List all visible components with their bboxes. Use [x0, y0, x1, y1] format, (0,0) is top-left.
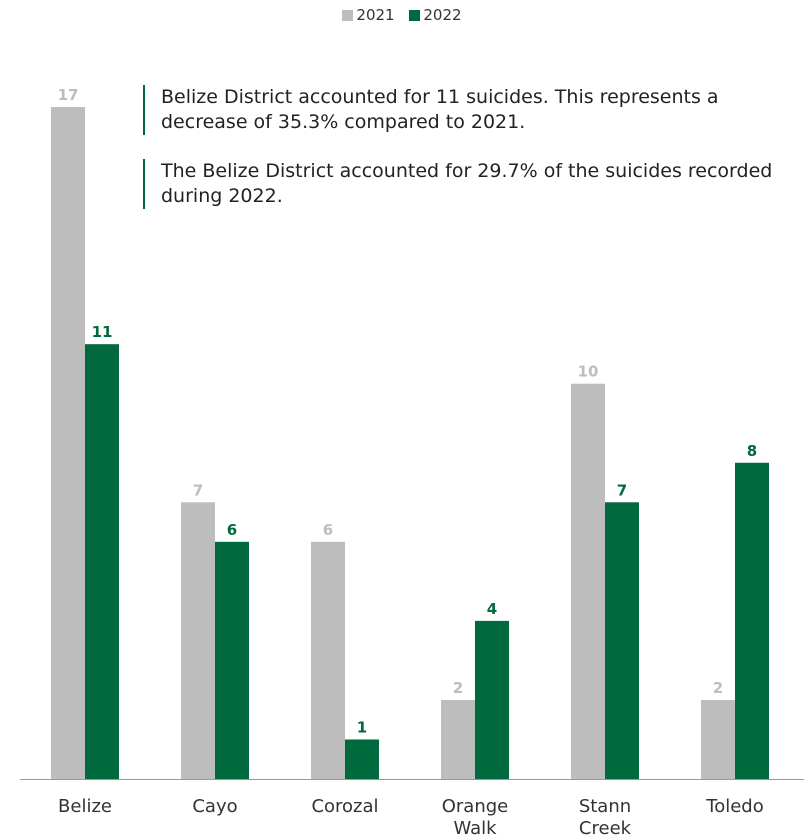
- bar-2022-1: [215, 541, 249, 779]
- annotation-note-2: The Belize District accounted for 29.7% …: [143, 159, 791, 209]
- data-label-2022-0: 11: [92, 323, 113, 341]
- legend-item-2022: 2022: [409, 6, 462, 24]
- data-label-2022-2: 1: [357, 718, 367, 736]
- bar-2021-5: [701, 699, 735, 779]
- bar-2022-2: [345, 739, 379, 779]
- bar-2022-3: [475, 620, 509, 779]
- data-label-2022-5: 8: [747, 442, 757, 460]
- bar-2022-4: [605, 502, 639, 779]
- category-label-0: Belize: [58, 796, 112, 817]
- bar-2021-4: [571, 383, 605, 779]
- category-label-3: Orange: [442, 796, 509, 817]
- annotation-note-1: Belize District accounted for 11 suicide…: [143, 85, 791, 135]
- legend-label-2022: 2022: [423, 6, 462, 24]
- bar-2021-3: [441, 699, 475, 779]
- data-label-2021-5: 2: [713, 679, 723, 697]
- data-label-2021-0: 17: [58, 86, 79, 104]
- category-label-4-line2: Creek: [579, 818, 632, 839]
- category-label-3-line2: Walk: [453, 818, 497, 839]
- bar-2021-2: [311, 541, 345, 779]
- data-label-2021-4: 10: [578, 363, 599, 381]
- chart-legend: 2021 2022: [0, 6, 804, 24]
- data-label-2022-4: 7: [617, 481, 627, 499]
- category-label-5: Toledo: [705, 796, 763, 817]
- data-label-2021-3: 2: [453, 679, 463, 697]
- bar-2022-5: [735, 462, 769, 779]
- data-label-2022-3: 4: [487, 600, 497, 618]
- legend-label-2021: 2021: [356, 6, 395, 24]
- data-label-2021-1: 7: [193, 481, 203, 499]
- bar-2022-0: [85, 344, 119, 779]
- bar-2021-0: [51, 107, 85, 779]
- legend-item-2021: 2021: [342, 6, 395, 24]
- category-label-4: Stann: [579, 796, 631, 817]
- data-label-2022-1: 6: [227, 521, 237, 539]
- data-label-2021-2: 6: [323, 521, 333, 539]
- category-label-2: Corozal: [311, 796, 378, 817]
- category-label-1: Cayo: [192, 796, 237, 817]
- legend-swatch-2022: [409, 10, 421, 21]
- legend-swatch-2021: [342, 10, 354, 21]
- bar-2021-1: [181, 502, 215, 779]
